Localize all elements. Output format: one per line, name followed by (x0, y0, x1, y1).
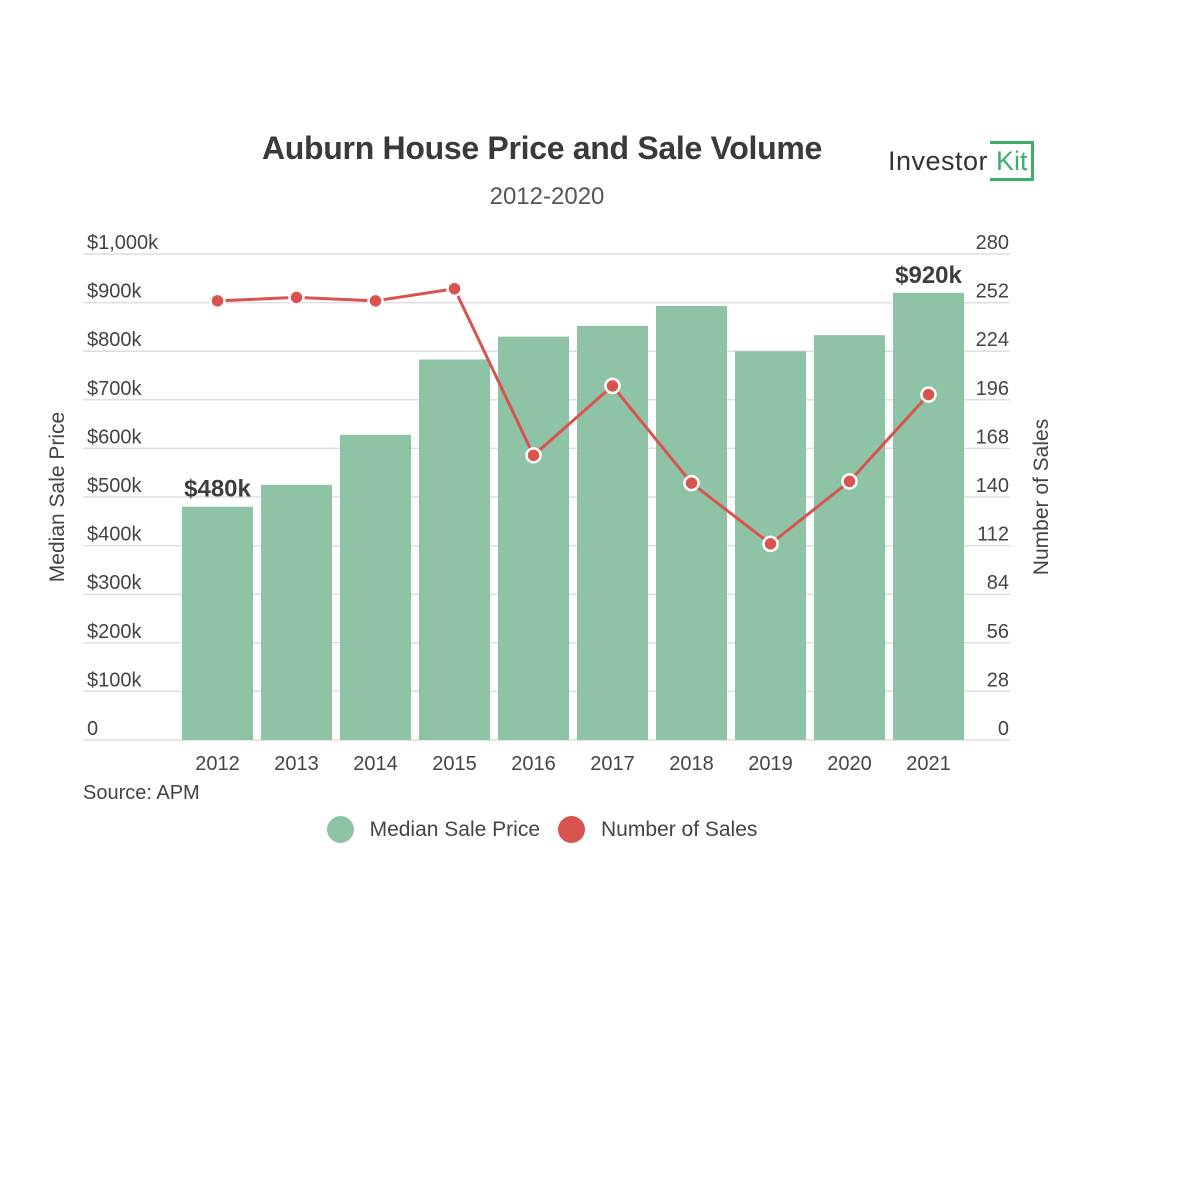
x-tick-label: 2016 (511, 753, 556, 775)
sales-point-2018 (683, 474, 700, 492)
legend-item-sales[interactable]: Number of Sales (558, 816, 757, 843)
y-right-tick-label: 140 (976, 475, 1009, 497)
legend-item-price[interactable]: Median Sale Price (326, 816, 540, 843)
y-right-tick-label: 280 (976, 232, 1009, 254)
chart-title: Auburn House Price and Sale Volume (261, 130, 822, 166)
y-left-tick-label: $400k (87, 524, 142, 546)
y-right-tick-label: 56 (987, 621, 1009, 643)
y-left-tick-label: $100k (87, 669, 142, 691)
logo-kit: Kit (990, 141, 1034, 181)
x-tick-label: 2012 (195, 753, 240, 775)
sales-point-2016 (525, 447, 542, 464)
bar-2016 (498, 336, 569, 740)
investorkit-logo: Investor Kit (888, 140, 1034, 182)
x-tick-label: 2019 (748, 753, 793, 775)
y-right-tick-label: 84 (987, 572, 1009, 594)
y-left-tick-label: $300k (87, 572, 142, 594)
y-left-tick-label: $900k (87, 281, 142, 303)
y-left-tick-label: $800k (87, 329, 142, 351)
y-right-axis-title: Number of Sales (1030, 419, 1053, 575)
x-tick-label: 2013 (274, 753, 319, 775)
legend-label-sales: Number of Sales (601, 817, 758, 841)
x-tick-label: 2018 (669, 753, 714, 775)
y-right-tick-label: 224 (976, 329, 1009, 351)
sales-point-2015 (446, 280, 463, 297)
bar-2021 (893, 292, 964, 740)
y-right-tick-label: 196 (976, 378, 1009, 400)
legend-label-price: Median Sale Price (369, 817, 540, 841)
bar-data-label: $480k (184, 476, 251, 503)
y-right-tick-label: 168 (976, 426, 1009, 448)
source-note: Source: APM (83, 782, 200, 804)
x-tick-label: 2020 (827, 753, 872, 775)
bar-2012 (182, 506, 253, 740)
sales-point-2013 (288, 289, 305, 306)
x-tick-label: 2014 (353, 753, 398, 775)
bar-data-label: $920k (895, 262, 962, 289)
sales-point-2020 (841, 473, 858, 490)
y-right-tick-label: 0 (998, 718, 1009, 740)
bar-2014 (340, 434, 411, 740)
sales-point-2021 (920, 386, 937, 403)
bar-2020 (814, 335, 885, 740)
y-left-tick-label: $1,000k (87, 232, 159, 254)
x-tick-label: 2017 (590, 753, 635, 775)
legend-swatch-price (326, 816, 354, 843)
bar-2015 (419, 359, 490, 740)
bar-2017 (577, 325, 648, 740)
legend-swatch-sales (558, 816, 585, 843)
y-right-tick-label: 112 (977, 524, 1009, 546)
y-left-tick-label: 0 (87, 718, 98, 740)
sales-point-2012 (209, 292, 226, 310)
sales-point-2017 (604, 377, 621, 395)
y-right-tick-label: 252 (976, 281, 1009, 303)
y-left-tick-label: $600k (87, 426, 142, 448)
sales-point-2019 (762, 535, 779, 553)
bar-2018 (656, 306, 727, 740)
y-left-tick-label: $500k (87, 475, 142, 497)
chart-legend: Median Sale Price Number of Sales (0, 816, 1084, 843)
chart-subtitle: 2012-2020 (489, 183, 605, 210)
sales-line (217, 287, 930, 546)
x-tick-label: 2015 (432, 753, 477, 775)
bar-2013 (261, 484, 332, 740)
sales-point-2014 (367, 292, 384, 310)
y-right-tick-label: 28 (987, 669, 1009, 691)
y-left-axis-title: Median Sale Price (46, 412, 69, 582)
x-tick-label: 2021 (906, 753, 951, 775)
logo-word: Investor (888, 145, 989, 176)
y-left-tick-label: $700k (87, 378, 142, 400)
y-left-tick-label: $200k (87, 621, 142, 643)
